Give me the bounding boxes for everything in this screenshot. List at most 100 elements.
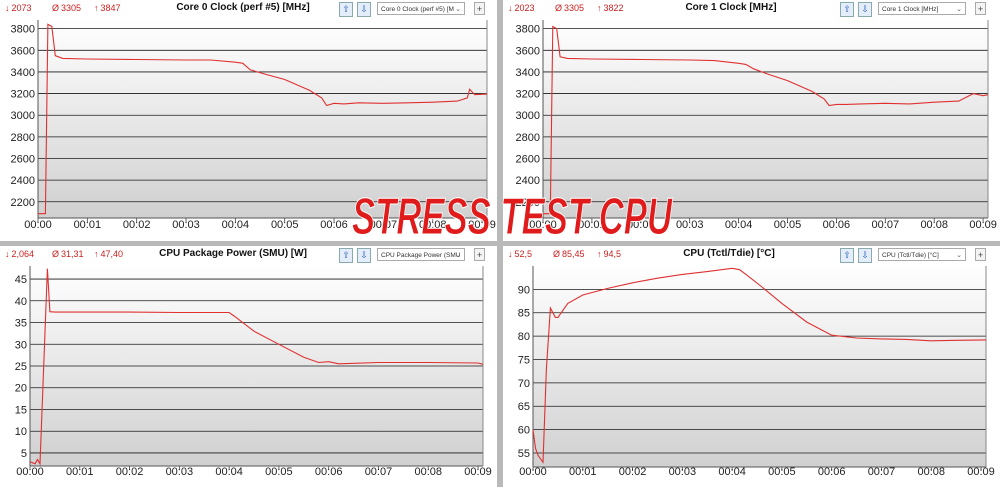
chart-plot: 2200 2400 2600 2800 3000 3200 3400 3600 3800 00:0… <box>11 20 496 231</box>
scroll-up-button[interactable]: ⇧ <box>339 248 353 263</box>
y-tick-label: 10 <box>15 426 27 438</box>
y-tick-label: 2200 <box>11 197 35 209</box>
scroll-down-button[interactable]: ⇩ <box>858 2 872 17</box>
y-tick-label: 40 <box>15 296 27 308</box>
chart-panel-cpu-temp: ↓ 52,5 Ø 85,45 ↑ 94,5 CPU (Tctl/Tdie) [°C] … <box>503 246 1000 487</box>
series-line <box>532 267 987 464</box>
average-icon: Ø <box>555 3 563 13</box>
x-tick-label: 00:03 <box>166 466 194 478</box>
x-tick-label: 00:09 <box>967 466 995 478</box>
chevron-down-icon: ⌄ <box>455 6 461 13</box>
plot-background <box>543 20 988 218</box>
x-tick-label: 00:03 <box>676 219 704 231</box>
sensor-select[interactable]: Core 0 Clock (perf #5) [M ⌄ <box>377 2 465 15</box>
x-tick-label: 00:02 <box>123 219 151 231</box>
x-tick-label: 00:06 <box>320 219 348 231</box>
avg-stat: Ø 85,45 <box>553 249 585 259</box>
x-tick-label: 00:06 <box>818 466 846 478</box>
x-tick-label: 00:02 <box>619 466 647 478</box>
y-tick-label: 85 <box>518 308 530 320</box>
y-tick-label: 2600 <box>516 153 540 165</box>
arrow-up-icon: ⇧ <box>342 4 350 14</box>
chart-title: CPU (Tctl/Tdie) [°C] <box>683 248 775 259</box>
arrow-up-icon: ⇧ <box>843 250 851 260</box>
scroll-down-button[interactable]: ⇩ <box>858 248 872 263</box>
add-chart-button[interactable]: + <box>975 2 986 15</box>
chevron-down-icon: ⌄ <box>956 252 962 259</box>
x-tick-label: 00:04 <box>215 466 243 478</box>
plot-background <box>533 266 986 467</box>
chevron-down-icon: ⌄ <box>455 252 461 259</box>
scroll-down-button[interactable]: ⇩ <box>357 248 371 263</box>
y-tick-label: 15 <box>15 404 27 416</box>
average-icon: Ø <box>553 249 561 259</box>
max-stat: ↑ 47,40 <box>94 249 124 259</box>
chart-plot: 55 60 65 70 75 80 85 90 00:00 00:01 00:02 00:03 00:0… <box>518 266 995 478</box>
y-tick-label: 55 <box>518 448 530 460</box>
x-tick-label: 00:02 <box>116 466 144 478</box>
x-tick-label: 00:07 <box>868 466 896 478</box>
plot-background <box>38 20 487 218</box>
x-tick-label: 00:04 <box>222 219 250 231</box>
y-tick-label: 2600 <box>11 153 35 165</box>
arrow-up-icon: ⇧ <box>342 250 350 260</box>
arrow-down-icon: ⇩ <box>360 4 368 14</box>
x-tick-label: 00:01 <box>74 219 102 231</box>
arrow-up-icon: ↑ <box>597 3 602 13</box>
y-tick-label: 2200 <box>516 197 540 209</box>
arrow-down-icon: ⇩ <box>360 250 368 260</box>
x-tick-label: 00:00 <box>519 466 547 478</box>
y-tick-label: 80 <box>518 331 530 343</box>
y-tick-label: 3800 <box>11 24 35 36</box>
y-tick-label: 2800 <box>11 132 35 144</box>
x-tick-label: 00:00 <box>529 219 557 231</box>
x-tick-label: 00:04 <box>725 219 753 231</box>
x-tick-label: 00:01 <box>578 219 606 231</box>
x-tick-label: 00:08 <box>917 466 945 478</box>
y-tick-label: 3400 <box>516 67 540 79</box>
scroll-up-button[interactable]: ⇧ <box>840 248 854 263</box>
x-tick-label: 00:02 <box>627 219 655 231</box>
y-tick-label: 70 <box>518 378 530 390</box>
scroll-up-button[interactable]: ⇧ <box>840 2 854 17</box>
x-tick-label: 00:09 <box>969 219 997 231</box>
arrow-up-icon: ↑ <box>597 249 602 259</box>
y-tick-label: 3000 <box>11 110 35 122</box>
chart-panel-package-power: ↓ 2,064 Ø 31,31 ↑ 47,40 CPU Package Power (… <box>0 246 497 487</box>
y-tick-label: 3000 <box>516 110 540 122</box>
arrow-down-icon: ↓ <box>5 3 10 13</box>
max-stat: ↑ 3847 <box>94 3 121 13</box>
x-tick-label: 00:05 <box>774 219 802 231</box>
sensor-select[interactable]: CPU (Tctl/Tdie) [°C] ⌄ <box>878 248 966 261</box>
y-tick-label: 5 <box>21 448 27 460</box>
add-chart-button[interactable]: + <box>474 2 485 15</box>
scroll-up-button[interactable]: ⇧ <box>339 2 353 17</box>
arrow-down-icon: ⇩ <box>861 250 869 260</box>
chart-title: CPU Package Power (SMU) [W] <box>159 248 307 259</box>
x-tick-label: 00:05 <box>271 219 299 231</box>
x-tick-label: 00:01 <box>569 466 597 478</box>
y-tick-label: 65 <box>518 401 530 413</box>
stress-test-watermark: STRESS TEST CPU <box>352 188 674 243</box>
x-tick-label: 00:06 <box>823 219 851 231</box>
x-tick-label: 00:03 <box>172 219 200 231</box>
panel-header: ↓ 2,064 Ø 31,31 ↑ 47,40 CPU Package Power (… <box>0 246 497 264</box>
y-tick-label: 3200 <box>11 89 35 101</box>
add-chart-button[interactable]: + <box>975 248 986 261</box>
scroll-down-button[interactable]: ⇩ <box>357 2 371 17</box>
chart-panel-core1-clock: ↓ 2023 Ø 3305 ↑ 3822 Core 1 Clock [MHz] ⇧ ⇩… <box>503 0 1000 241</box>
avg-stat: Ø 3305 <box>555 3 585 13</box>
sensor-select[interactable]: CPU Package Power (SMU ⌄ <box>377 248 465 261</box>
chart-plot: 5 10 15 20 25 30 35 40 45 00:00 00:01 00:02 00:03 00:… <box>15 266 492 478</box>
average-icon: Ø <box>52 249 60 259</box>
add-chart-button[interactable]: + <box>474 248 485 261</box>
y-tick-label: 3600 <box>11 45 35 57</box>
x-tick-label: 00:07 <box>365 466 393 478</box>
y-tick-label: 35 <box>15 318 27 330</box>
sensor-select[interactable]: Core 1 Clock [MHz] ⌄ <box>878 2 966 15</box>
x-tick-label: 00:00 <box>24 219 52 231</box>
x-tick-label: 00:05 <box>768 466 796 478</box>
max-stat: ↑ 3822 <box>597 3 624 13</box>
y-tick-label: 3600 <box>516 45 540 57</box>
arrow-down-icon: ⇩ <box>861 4 869 14</box>
